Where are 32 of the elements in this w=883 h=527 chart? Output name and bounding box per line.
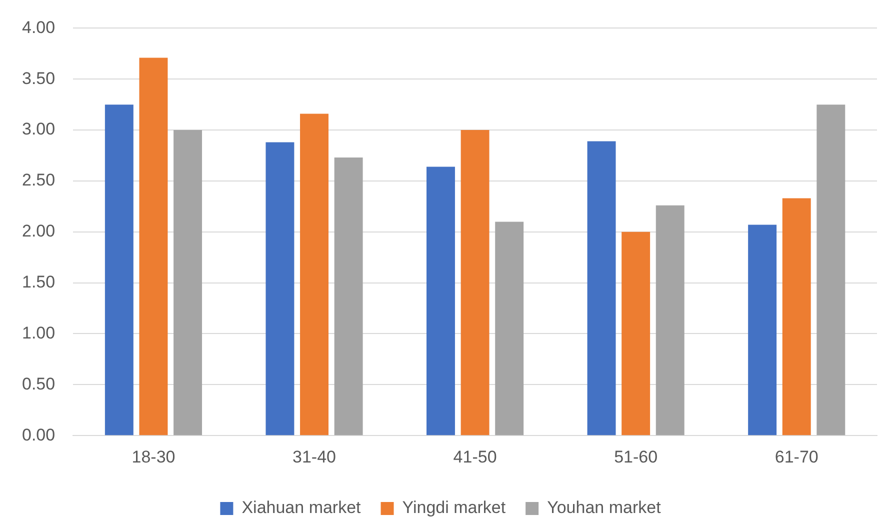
bar <box>426 166 455 436</box>
y-tick-label: 2.50 <box>22 170 56 190</box>
legend-label: Youhan market <box>547 498 662 518</box>
x-tick-label: 18-30 <box>132 447 176 466</box>
x-tick-label: 41-50 <box>453 447 497 466</box>
bar <box>587 141 616 436</box>
y-tick-label: 0.00 <box>22 425 56 444</box>
y-tick-label: 0.50 <box>22 374 56 394</box>
legend-label: Yingdi market <box>402 498 506 518</box>
bar <box>748 224 777 436</box>
bar <box>495 222 524 436</box>
y-tick-label: 3.00 <box>22 120 56 139</box>
bar <box>460 130 490 436</box>
x-tick-label: 31-40 <box>292 447 336 466</box>
bar <box>816 104 846 436</box>
bar <box>334 158 363 436</box>
bar <box>266 142 294 436</box>
x-tick-label: 61-70 <box>774 447 818 466</box>
y-tick-label: 1.00 <box>22 323 56 342</box>
bar <box>174 130 202 436</box>
y-tick-label: 4.00 <box>22 18 56 37</box>
bar <box>300 114 328 436</box>
bar <box>104 104 134 436</box>
y-tick-label: 2.00 <box>22 222 56 241</box>
bar <box>656 205 684 436</box>
x-tick-label: 51-60 <box>614 447 658 466</box>
bar <box>782 198 811 436</box>
legend-label: Xiahuan market <box>242 498 362 518</box>
y-tick-label: 1.50 <box>22 272 56 292</box>
y-tick-label: 3.50 <box>22 68 56 88</box>
bar <box>622 232 650 436</box>
bar <box>139 58 168 436</box>
